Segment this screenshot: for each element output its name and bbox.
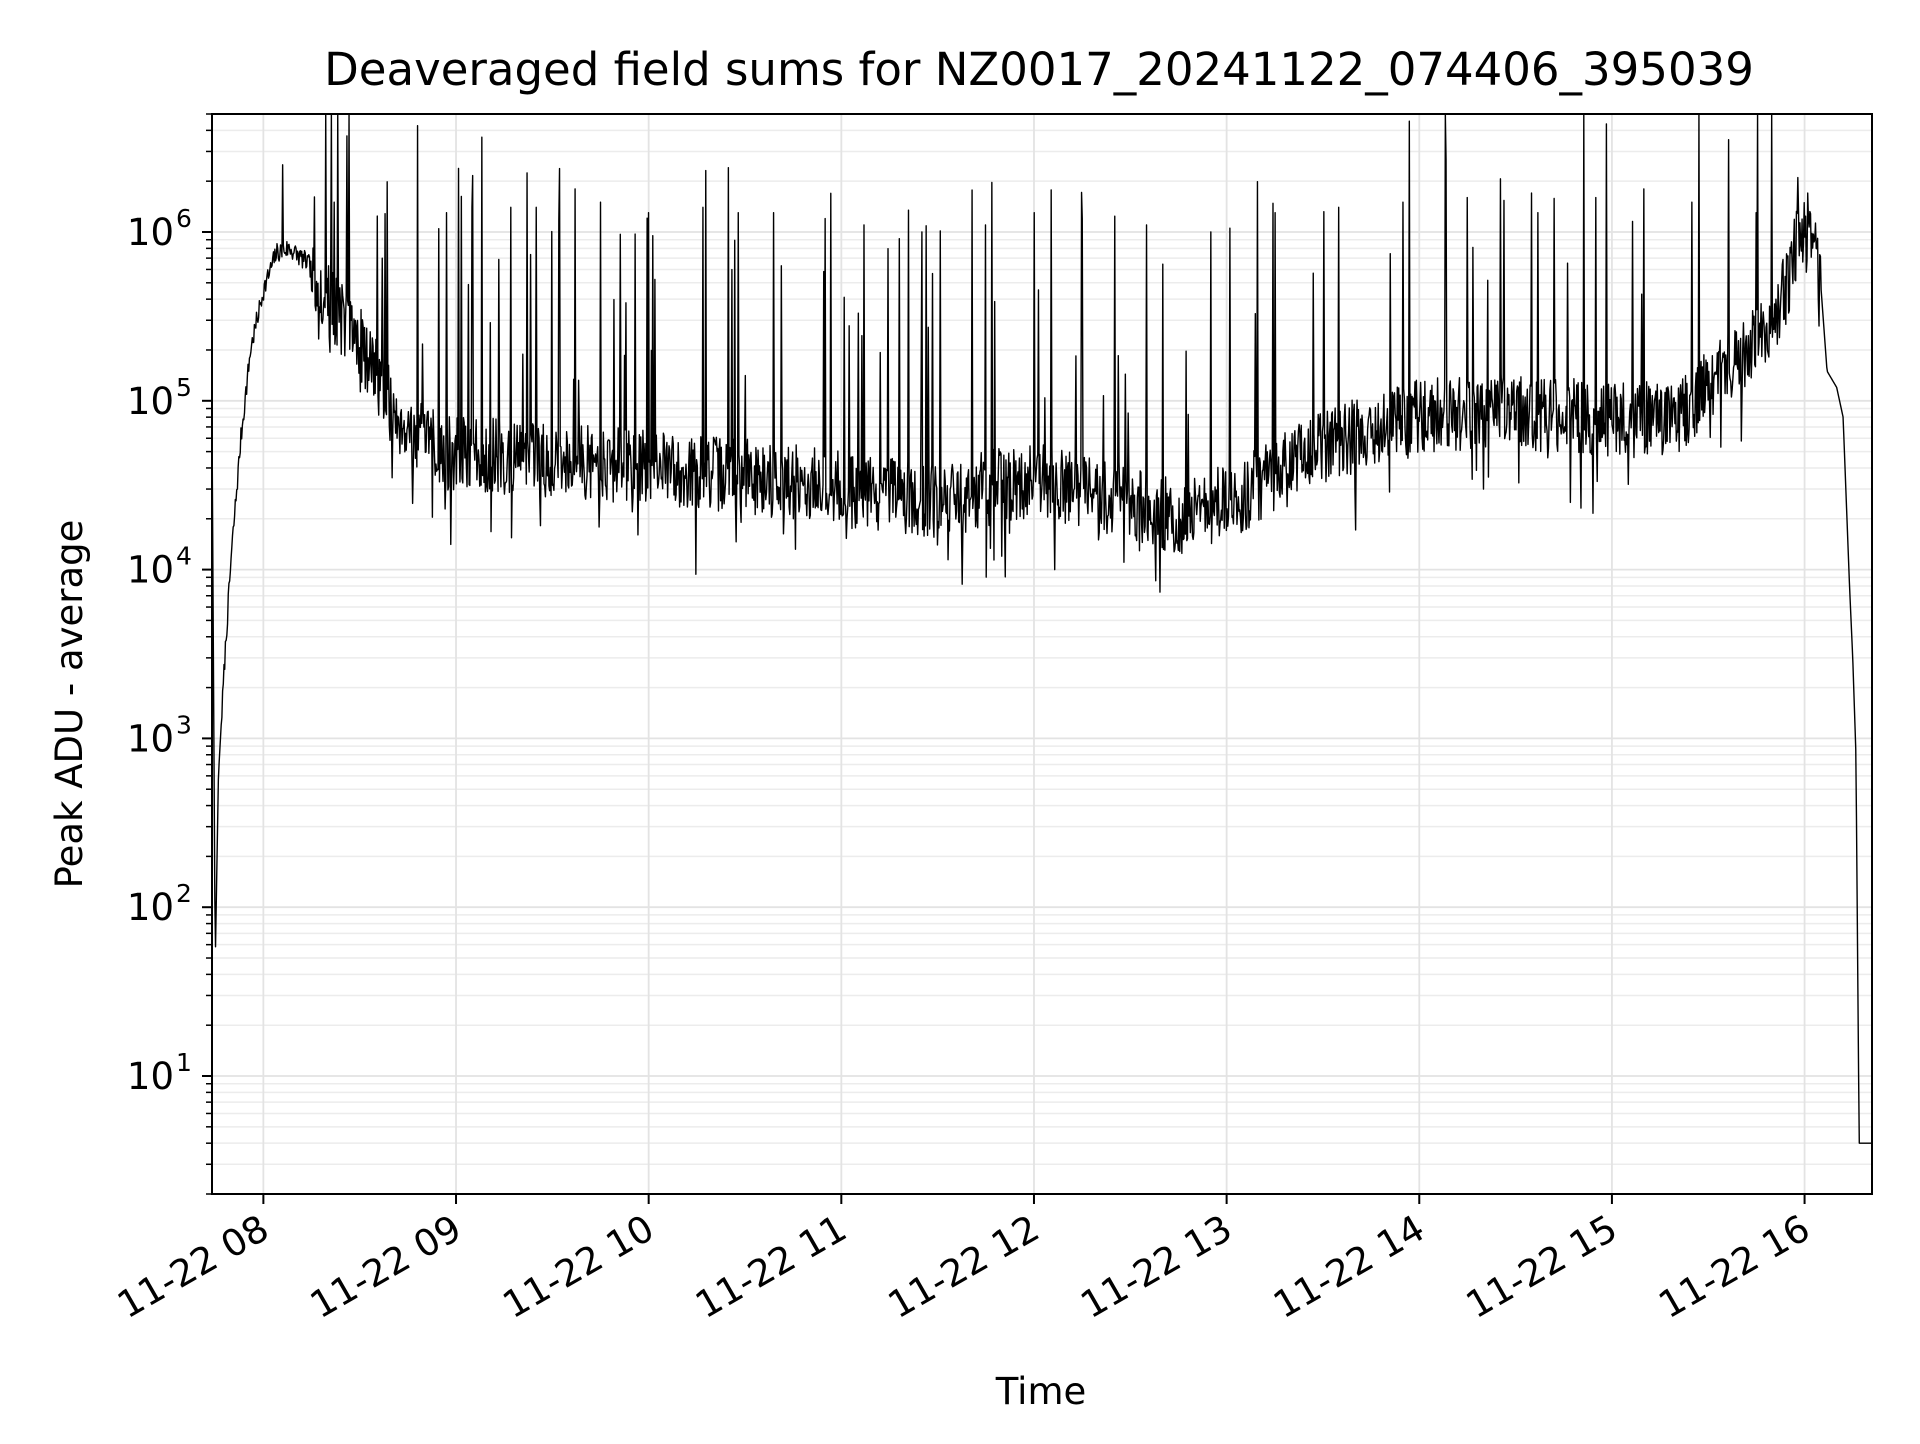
y-tick-exponent: 6 xyxy=(176,204,192,233)
y-tick-label: 10 xyxy=(127,380,174,423)
y-tick-label: 10 xyxy=(127,886,174,929)
chart-title: Deaveraged field sums for NZ0017_2024112… xyxy=(324,43,1754,96)
series-group xyxy=(211,114,1872,1144)
y-tick-exponent: 2 xyxy=(176,879,192,908)
y-tick-label: 10 xyxy=(127,1055,174,1098)
y-tick-exponent: 5 xyxy=(176,373,192,402)
plot-frame xyxy=(211,113,1873,1195)
y-axis-label: Peak ADU - average xyxy=(48,520,91,889)
y-tick-exponent: 1 xyxy=(176,1048,192,1077)
y-tick-exponent: 3 xyxy=(176,710,192,739)
y-tick-label: 10 xyxy=(127,211,174,254)
series-line xyxy=(211,114,1872,1144)
y-tick-exponent: 4 xyxy=(176,542,192,571)
x-axis-label: Time xyxy=(995,1370,1087,1413)
y-tick-label: 10 xyxy=(127,717,174,760)
y-tick-label: 10 xyxy=(127,549,174,592)
